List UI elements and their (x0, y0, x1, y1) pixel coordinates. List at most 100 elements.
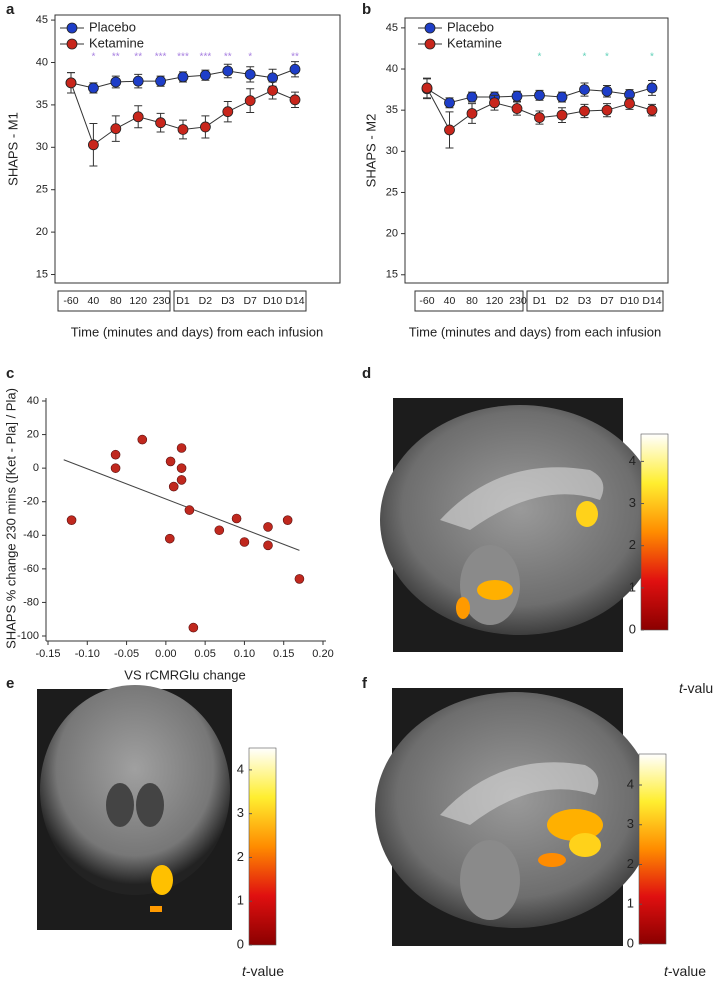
colorbar-tick-label: 3 (629, 495, 636, 510)
significance-mark: ** (224, 52, 232, 63)
y-tick-label: 45 (36, 14, 48, 26)
corpus-callosum (440, 467, 604, 530)
ventricle (136, 783, 164, 827)
x-tick-label: 120 (486, 295, 504, 307)
colorbar-label: t-value (242, 963, 284, 979)
data-point (534, 112, 545, 123)
data-point (110, 449, 121, 460)
y-tick-label: 25 (36, 184, 48, 196)
data-point (444, 97, 455, 109)
significance-mark: * (538, 52, 542, 63)
y-tick-label: 15 (36, 268, 48, 280)
legend-marker (66, 22, 78, 34)
x-tick-label: -0.05 (114, 648, 139, 660)
data-point (601, 85, 613, 97)
data-point (110, 123, 122, 135)
data-point (282, 515, 293, 525)
data-point (214, 525, 225, 536)
data-point (294, 574, 305, 584)
activation-blob (547, 809, 603, 841)
colorbar-tick-label: 2 (629, 537, 636, 552)
x-tick-label: -60 (63, 295, 78, 307)
y-tick-label: 35 (386, 104, 398, 116)
data-point (177, 124, 189, 135)
y-tick-label: 20 (386, 228, 398, 240)
x-tick-label: D10 (620, 295, 639, 307)
significance-mark: * (91, 52, 95, 63)
data-point (110, 463, 121, 473)
data-point (601, 104, 613, 116)
data-point (466, 108, 478, 119)
data-point (137, 434, 148, 445)
x-tick-label: D14 (285, 295, 304, 307)
colorbar-tick-label: 0 (237, 936, 244, 951)
significance-mark: ** (291, 52, 299, 63)
data-point (222, 106, 234, 118)
activation-blob (456, 597, 470, 619)
colorbar-tick-label: 2 (237, 849, 244, 864)
data-point (88, 82, 99, 94)
data-point (263, 540, 273, 551)
data-point (222, 65, 234, 77)
colorbar-label: t-value (664, 963, 706, 979)
y-axis-label: SHAPS - M2 (363, 114, 378, 188)
colorbar-tick-label: 1 (629, 579, 636, 594)
legend-marker (66, 38, 78, 50)
y-tick-label: 40 (386, 63, 398, 75)
activation-blob (477, 580, 513, 600)
x-tick-label: D2 (555, 295, 569, 307)
significance-mark: ** (134, 52, 142, 63)
x-tick-label: 0.00 (155, 648, 176, 660)
x-tick-label: D1 (533, 295, 547, 307)
panel-letter: a (6, 1, 15, 18)
legend-label: Ketamine (89, 35, 144, 50)
x-tick-label: 40 (88, 295, 100, 307)
category-group-box (173, 290, 307, 312)
data-point (164, 533, 175, 544)
plot-frame (404, 17, 669, 284)
significance-mark: *** (200, 52, 212, 63)
data-point (66, 515, 77, 525)
data-point (263, 522, 273, 532)
y-axis-label: SHAPS - M1 (5, 112, 20, 186)
x-tick-label: D3 (578, 295, 592, 307)
x-tick-label: D7 (600, 295, 614, 307)
data-point (110, 76, 122, 88)
panel-letter: f (362, 675, 368, 692)
y-tick-label: 25 (386, 186, 398, 198)
x-tick-label: 120 (129, 295, 147, 307)
data-point (132, 75, 144, 87)
x-tick-label: D3 (221, 295, 235, 307)
data-point (88, 139, 99, 151)
activation-blob (538, 853, 566, 867)
y-tick-label: 30 (386, 145, 398, 157)
y-tick-label: -60 (23, 563, 39, 575)
panel-letter: e (6, 675, 14, 692)
data-point (489, 97, 500, 109)
data-point (444, 124, 455, 136)
y-tick-label: -40 (23, 529, 39, 541)
colorbar-tick-label: 4 (629, 453, 636, 468)
data-point (239, 537, 250, 547)
colorbar-label-italic: t (664, 963, 669, 979)
corpus-callosum (440, 762, 599, 825)
significance-mark: * (583, 52, 587, 63)
x-tick-label: 40 (444, 295, 456, 307)
colorbar-tick-label: 3 (627, 816, 634, 831)
x-axis-label: Time (minutes and days) from each infusi… (409, 324, 661, 339)
y-tick-label: 30 (36, 141, 48, 153)
data-point (65, 77, 77, 89)
data-point (267, 72, 279, 84)
data-point (184, 505, 195, 515)
x-tick-label: -0.15 (35, 648, 60, 660)
y-tick-label: -80 (23, 596, 39, 608)
data-point (177, 71, 189, 83)
colorbar-tick-label: 3 (237, 805, 244, 820)
brain-image-e (37, 685, 232, 930)
legend-label: Placebo (447, 19, 494, 34)
x-tick-label: D10 (263, 295, 282, 307)
y-tick-label: 45 (386, 22, 398, 34)
x-tick-label: D2 (199, 295, 213, 307)
data-point (155, 75, 167, 87)
panel-letter: b (362, 1, 371, 18)
